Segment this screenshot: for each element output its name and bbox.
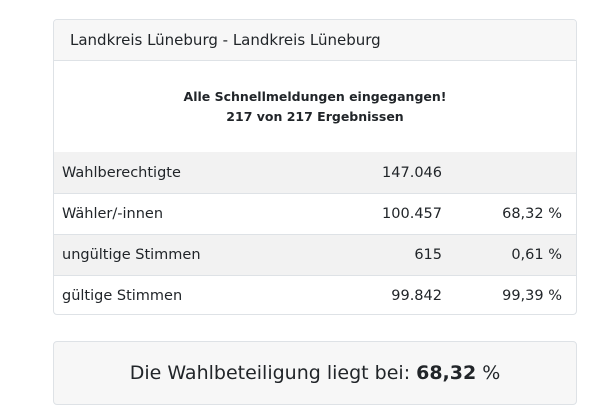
table-row: Wähler/-innen 100.457 68,32 % [54,193,576,234]
row-count: 147.046 [382,164,442,181]
turnout-unit: % [482,362,501,384]
notice-count: 217 von 217 Ergebnissen [226,108,404,124]
row-label: Wahlberechtigte [62,164,181,181]
turnout-summary: Die Wahlbeteiligung liegt bei: 68,32 % [53,341,577,405]
row-count: 615 [414,247,442,263]
row-label: Wähler/-innen [62,206,164,222]
table-row: Wahlberechtigte 147.046 [54,152,576,193]
row-percent: 99,39 % [502,288,562,304]
results-table: Wahlberechtigte 147.046 Wähler/-innen 10… [54,152,576,314]
row-count: 100.457 [382,206,442,222]
notice-status: Alle Schnellmeldungen eingegangen! [183,88,447,104]
row-percent: 0,61 % [511,247,562,263]
row-count: 99.842 [391,288,442,304]
table-row: gültige Stimmen 99.842 99,39 % [54,275,576,314]
row-percent: 68,32 % [502,206,562,222]
results-card: Landkreis Lüneburg - Landkreis Lüneburg … [53,19,577,315]
turnout-label: Die Wahlbeteiligung liegt bei: [129,362,411,384]
turnout-value: 68,32 [416,362,477,384]
row-label: gültige Stimmen [62,288,183,304]
table-row: ungültige Stimmen 615 0,61 % [54,234,576,275]
card-title: Landkreis Lüneburg - Landkreis Lüneburg [54,20,576,61]
completion-notice: Alle Schnellmeldungen eingegangen! 217 v… [54,61,576,152]
row-label: ungültige Stimmen [62,247,201,263]
